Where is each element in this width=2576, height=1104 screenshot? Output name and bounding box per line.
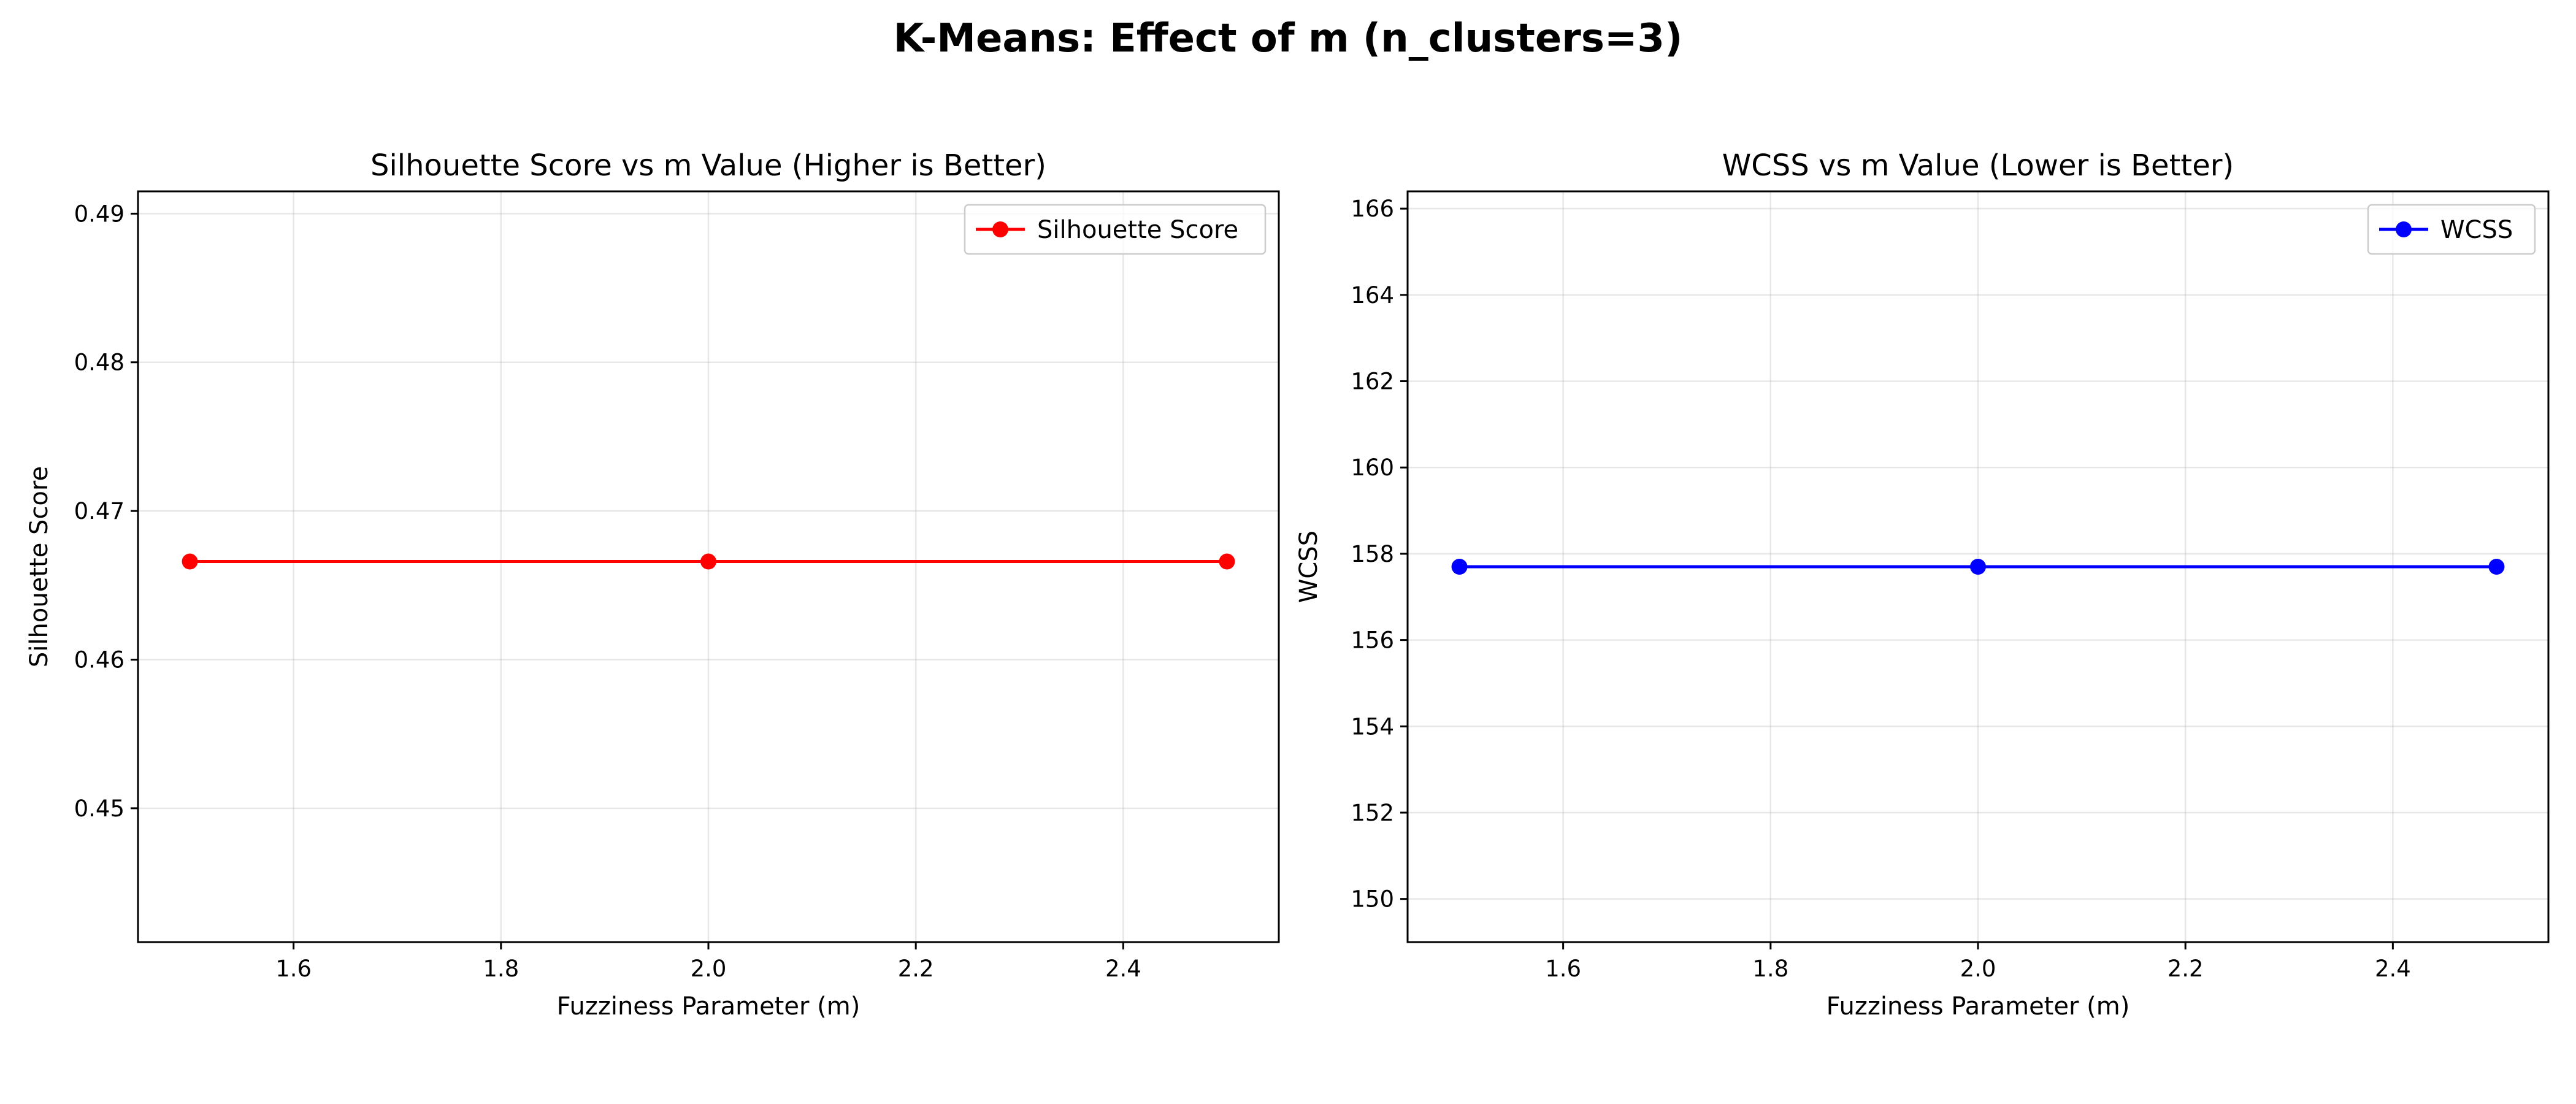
chart-1-x-axis-label: Fuzziness Parameter (m) (557, 992, 861, 1021)
chart-2-data-point-2 (2488, 559, 2505, 575)
chart-1: 1.6 1.8 2.0 2.2 2.4 0.45 0.46 0.47 0.48 0.49 Silho… (25, 148, 1280, 1021)
chart-1-data-point-1 (700, 553, 716, 570)
chart-1-x-tick-label-2: 2.0 (691, 956, 727, 982)
chart-2-legend-box (2367, 204, 2536, 255)
chart-2-x-tick-label-4: 2.4 (2375, 956, 2411, 982)
chart-2-data-point-0 (1451, 559, 1468, 575)
chart-2-y-tick-label-4: 158 (1351, 541, 1394, 567)
chart-1-title: Silhouette Score vs m Value (Higher is B… (370, 148, 1046, 183)
chart-2-plot-frame (1406, 190, 2550, 943)
chart-1-y-tick-label-4: 0.49 (74, 201, 125, 227)
chart-2-y-axis-label: WCSS (1295, 531, 1323, 603)
chart-1-y-tick-label-1: 0.46 (74, 646, 125, 673)
chart-2-y-tick-label-2: 154 (1351, 713, 1394, 740)
figure-suptitle: K-Means: Effect of m (n_clusters=3) (894, 16, 1683, 61)
chart-1-legend-label: Silhouette Score (1037, 216, 1238, 244)
chart-2-x-tick-label-2: 2.0 (1960, 956, 1996, 982)
chart-1-legend-box (964, 204, 1267, 255)
chart-1-y-axis-label: Silhouette Score (25, 466, 53, 667)
chart-1-x-tick-label-0: 1.6 (275, 956, 312, 982)
chart-2-y-tick-label-5: 160 (1351, 454, 1394, 481)
chart-1-y-tick-label-2: 0.47 (74, 498, 125, 524)
chart-2-y-tick-label-1: 152 (1351, 800, 1394, 826)
chart-2-x-axis-label: Fuzziness Parameter (m) (1827, 992, 2130, 1021)
chart-1-x-tick-label-3: 2.2 (898, 956, 934, 982)
chart-2-data-point-1 (1970, 559, 1986, 575)
chart-2-x-tick-label-1: 1.8 (1752, 956, 1788, 982)
chart-2-y-tick-label-8: 166 (1351, 196, 1394, 222)
chart-1-legend: Silhouette Score (964, 204, 1267, 255)
chart-2-legend-marker (2396, 221, 2412, 237)
chart-2-x-tick-label-3: 2.2 (2168, 956, 2204, 982)
chart-1-legend-marker (992, 221, 1008, 237)
chart-2: 1.6 1.8 2.0 2.2 2.4 150 152 154 156 158 160 162 164 1… (1295, 148, 2550, 1021)
chart-2-y-tick-label-6: 162 (1351, 369, 1394, 395)
chart-1-x-tick-label-1: 1.8 (483, 956, 519, 982)
chart-2-y-tick-label-3: 156 (1351, 627, 1394, 654)
chart-2-legend: WCSS (2367, 204, 2536, 255)
chart-2-y-tick-label-0: 150 (1351, 886, 1394, 913)
chart-2-y-tick-label-7: 164 (1351, 282, 1394, 309)
chart-1-plot-frame (137, 190, 1280, 943)
chart-1-data-point-0 (182, 553, 198, 570)
chart-1-y-tick-label-0: 0.45 (74, 795, 125, 822)
chart-1-x-tick-label-4: 2.4 (1105, 956, 1141, 982)
chart-2-title: WCSS vs m Value (Lower is Better) (1722, 148, 2234, 183)
chart-2-x-tick-label-0: 1.6 (1545, 956, 1581, 982)
chart-2-legend-label: WCSS (2440, 216, 2513, 244)
chart-1-y-tick-label-3: 0.48 (74, 350, 125, 376)
chart-1-data-point-2 (1219, 553, 1235, 570)
